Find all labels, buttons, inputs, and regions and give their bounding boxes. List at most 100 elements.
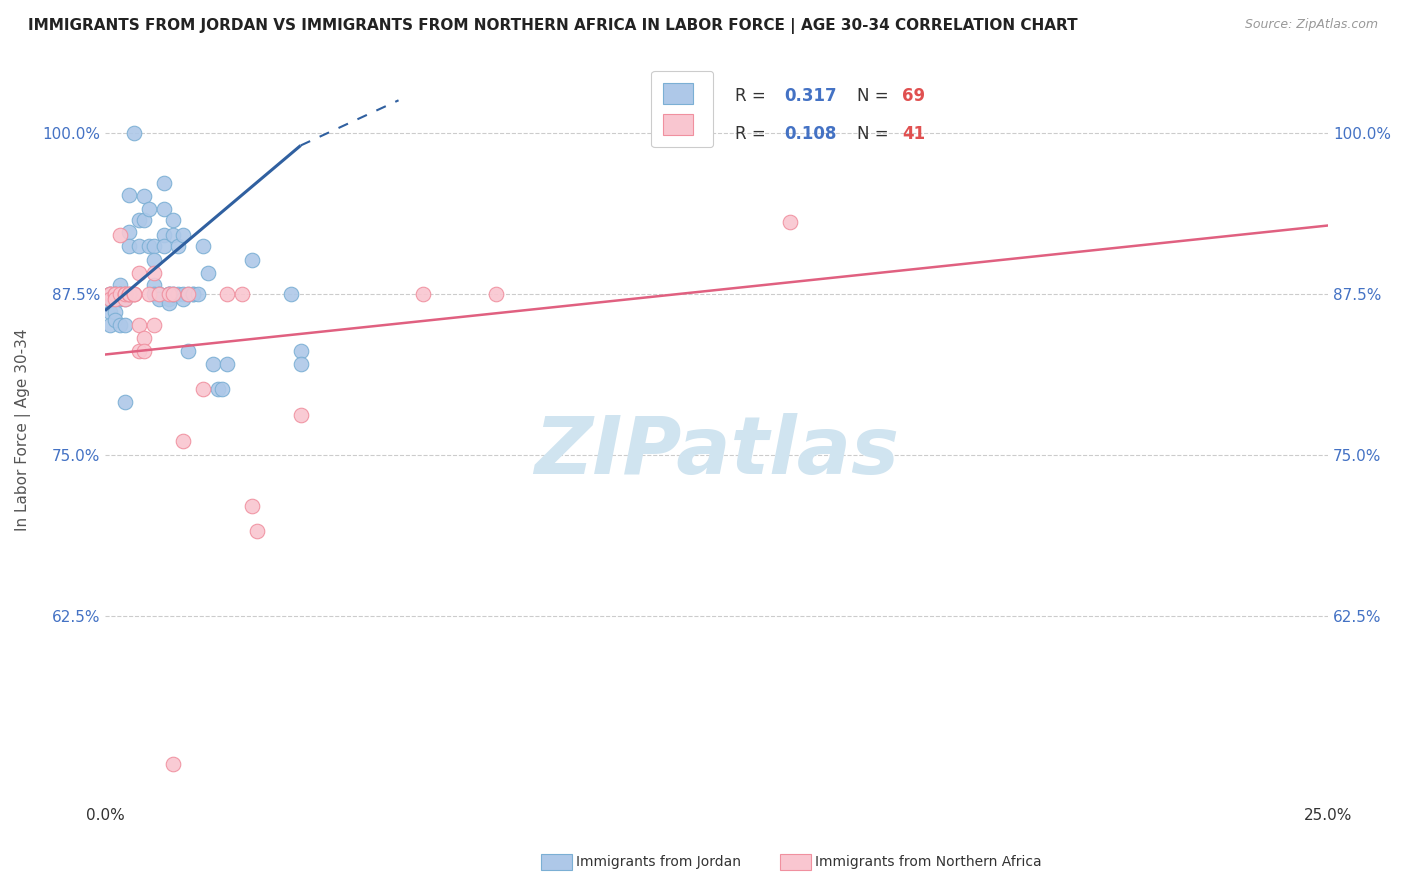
Point — [114, 292, 136, 306]
Point — [124, 286, 146, 301]
Point — [177, 343, 200, 358]
Point — [108, 292, 131, 306]
Point — [187, 286, 209, 301]
Point — [108, 286, 131, 301]
Point — [128, 343, 150, 358]
Text: Immigrants from Northern Africa: Immigrants from Northern Africa — [815, 855, 1042, 869]
Text: 69: 69 — [903, 87, 925, 105]
Point — [114, 286, 136, 301]
Point — [290, 408, 312, 422]
Point — [201, 357, 224, 371]
Text: ZIPatlas: ZIPatlas — [534, 413, 898, 491]
Point — [152, 227, 174, 242]
Point — [104, 286, 127, 301]
Point — [172, 227, 194, 242]
Point — [104, 286, 127, 301]
Point — [172, 434, 194, 448]
Point — [148, 286, 170, 301]
Point — [142, 266, 165, 280]
Point — [152, 176, 174, 190]
Point — [98, 286, 121, 301]
Point — [108, 286, 131, 301]
Point — [132, 189, 155, 203]
Text: IMMIGRANTS FROM JORDAN VS IMMIGRANTS FROM NORTHERN AFRICA IN LABOR FORCE | AGE 3: IMMIGRANTS FROM JORDAN VS IMMIGRANTS FRO… — [28, 18, 1078, 34]
Point — [162, 756, 184, 771]
Point — [485, 286, 508, 301]
Text: 0.317: 0.317 — [783, 87, 837, 105]
Point — [181, 286, 204, 301]
Point — [128, 318, 150, 332]
Text: R =: R = — [735, 87, 766, 105]
Point — [98, 292, 121, 306]
Point — [162, 286, 184, 301]
Point — [98, 286, 121, 301]
Point — [246, 524, 269, 539]
Point — [104, 286, 127, 301]
Point — [167, 286, 190, 301]
Point — [124, 286, 146, 301]
Point — [148, 286, 170, 301]
Point — [118, 286, 141, 301]
Point — [138, 202, 160, 216]
Point — [290, 343, 312, 358]
Point — [104, 312, 127, 326]
Point — [142, 318, 165, 332]
Point — [138, 286, 160, 301]
Point — [98, 286, 121, 301]
Point — [152, 239, 174, 253]
Point — [114, 286, 136, 301]
Point — [162, 227, 184, 242]
Point — [98, 292, 121, 306]
Point — [177, 286, 200, 301]
Point — [157, 286, 180, 301]
Point — [231, 286, 253, 301]
Point — [217, 357, 239, 371]
Point — [128, 239, 150, 253]
Point — [191, 383, 214, 397]
Point — [118, 239, 141, 253]
Point — [779, 214, 801, 228]
Point — [290, 357, 312, 371]
Point — [108, 227, 131, 242]
Point — [157, 296, 180, 310]
Point — [191, 239, 214, 253]
Point — [104, 305, 127, 319]
Point — [142, 239, 165, 253]
Point — [217, 286, 239, 301]
Y-axis label: In Labor Force | Age 30-34: In Labor Force | Age 30-34 — [15, 328, 31, 531]
Point — [157, 292, 180, 306]
Point — [114, 318, 136, 332]
Point — [181, 286, 204, 301]
Point — [162, 286, 184, 301]
Point — [128, 213, 150, 227]
Point — [132, 213, 155, 227]
Point — [152, 202, 174, 216]
Point — [280, 286, 302, 301]
Point — [138, 239, 160, 253]
Text: Immigrants from Jordan: Immigrants from Jordan — [576, 855, 741, 869]
Point — [211, 383, 233, 397]
Point — [148, 292, 170, 306]
Point — [98, 305, 121, 319]
Point — [412, 286, 434, 301]
Point — [118, 225, 141, 239]
Point — [108, 318, 131, 332]
Point — [177, 286, 200, 301]
Point — [118, 187, 141, 202]
Point — [124, 286, 146, 301]
Point — [114, 292, 136, 306]
Point — [148, 286, 170, 301]
Point — [157, 286, 180, 301]
Point — [118, 286, 141, 301]
Text: N =: N = — [858, 125, 889, 143]
Point — [142, 286, 165, 301]
Point — [118, 286, 141, 301]
Point — [114, 286, 136, 301]
Text: 41: 41 — [903, 125, 925, 143]
Text: N =: N = — [858, 87, 889, 105]
Text: 0.108: 0.108 — [783, 125, 837, 143]
Point — [114, 286, 136, 301]
Point — [167, 239, 190, 253]
Text: R =: R = — [735, 125, 766, 143]
Point — [207, 383, 229, 397]
